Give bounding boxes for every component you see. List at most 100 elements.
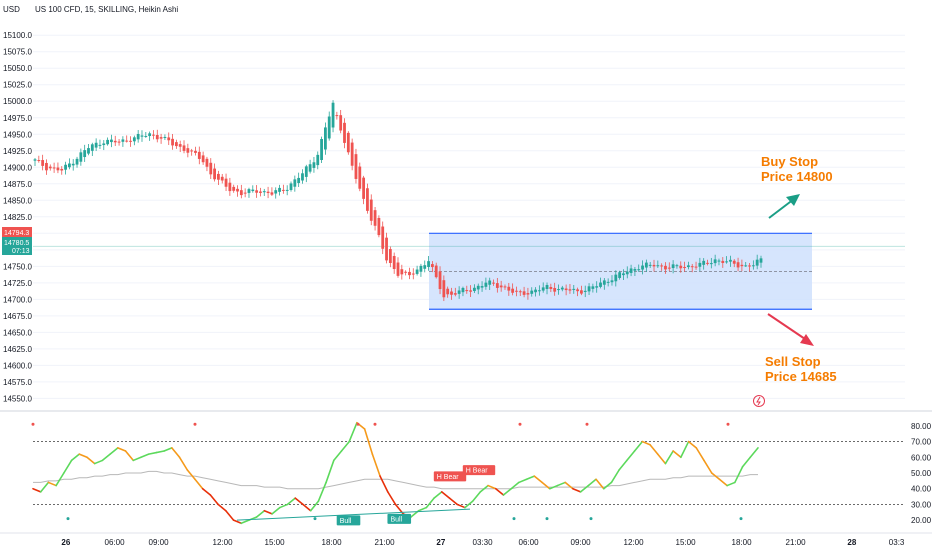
buy-stop-label: Buy Stop [761, 154, 818, 169]
candle-body [41, 160, 45, 166]
candle-body [331, 102, 335, 128]
oscillator-segment [494, 487, 505, 496]
flash-icon[interactable] [753, 395, 765, 407]
bull-dot [512, 517, 516, 521]
candle-body [545, 285, 549, 289]
oscillator-segment [448, 497, 459, 506]
candle-body [637, 269, 641, 271]
price-tick-label: 14875.0 [3, 180, 32, 189]
candle-body [518, 291, 522, 293]
candle-body [159, 137, 163, 139]
oscillator-segment [340, 440, 351, 452]
candle-body [327, 116, 331, 139]
candle-body [121, 139, 125, 142]
candle-body [610, 280, 614, 283]
candle-body [354, 154, 358, 179]
price-tick-label: 14625.0 [3, 345, 32, 354]
oscillator-tick-label: 80.00 [911, 422, 932, 431]
candle-body [201, 155, 205, 163]
candle-body [262, 191, 266, 193]
candle-body [553, 287, 557, 292]
candle-body [385, 237, 388, 261]
candle-body [56, 167, 60, 171]
oscillator-segment [618, 459, 628, 471]
sell-stop-price-label: Price 14685 [765, 369, 837, 384]
candle-body [171, 138, 174, 146]
oscillator-segment [595, 478, 605, 490]
candle-body [656, 265, 660, 267]
candle-body [117, 141, 121, 143]
oscillator-segment [209, 494, 219, 506]
price-tick-label: 14750.0 [3, 262, 32, 271]
candle-body [83, 150, 87, 158]
candle-body [679, 265, 683, 269]
oscillator-segment [726, 481, 736, 487]
candle-body [450, 291, 453, 295]
candle-body [87, 148, 90, 154]
candle-body [583, 290, 587, 292]
candle-body [759, 258, 763, 263]
oscillator-segment [132, 456, 142, 462]
candle-body [270, 192, 274, 195]
candle-body [534, 289, 537, 293]
price-tick-label: 14950.0 [3, 130, 32, 139]
candle-body [683, 266, 686, 268]
candle-body [140, 135, 144, 137]
oscillator-segment [194, 478, 204, 490]
oscillator-segment [456, 503, 466, 509]
time-tick-label: 15:00 [676, 538, 697, 547]
candle-body [190, 150, 194, 152]
oscillator-segment [32, 487, 42, 493]
bull-dot [589, 517, 593, 521]
time-tick-label: 03:3 [889, 538, 905, 547]
oscillator-segment [379, 475, 389, 493]
oscillator-segment [178, 456, 189, 471]
oscillator-segment [101, 453, 111, 462]
oscillator-markers: Bull Bull H Bear H Bear [31, 422, 743, 526]
oscillator-segment [464, 500, 474, 509]
oscillator-segment [734, 465, 744, 484]
candle-body [480, 286, 484, 288]
price-tick-label: 14900.0 [3, 163, 32, 172]
oscillator-segment [656, 453, 667, 465]
signal-tag [387, 513, 412, 524]
time-tick-label: 28 [847, 538, 856, 547]
oscillator-segment [710, 472, 721, 481]
time-axis[interactable]: 26 06:00 09:00 12:00 15:00 18:00 21:00 27 03:30 0… [61, 538, 905, 547]
candle-body [404, 271, 408, 273]
candle-body [163, 136, 167, 138]
candle-body [90, 144, 94, 151]
candle-body [381, 226, 385, 249]
oscillator-segment [525, 475, 536, 481]
candle-body [239, 190, 243, 196]
candle-body [350, 142, 354, 166]
oscillator-segment [63, 459, 73, 474]
candle-body [236, 188, 239, 192]
oscillator-segment [109, 447, 119, 455]
oscillator-tick-label: 50.00 [911, 469, 932, 478]
time-tick-label: 27 [436, 538, 445, 547]
oscillator-segment [749, 447, 759, 459]
candle-body [522, 291, 526, 295]
bull-divergence-line [236, 508, 471, 521]
candle-body [358, 166, 362, 189]
candle-body [606, 281, 610, 283]
time-tick-label: 09:00 [149, 538, 170, 547]
bull-dot [313, 517, 317, 521]
oscillator-tick-label: 70.00 [911, 438, 932, 447]
oscillator-segment [302, 503, 312, 512]
candle-body [499, 285, 503, 288]
candle-body [308, 164, 312, 172]
price-tick-label: 15000.0 [3, 97, 32, 106]
oscillator-segment [47, 481, 57, 487]
candle-body [106, 139, 109, 145]
candle-body [515, 290, 518, 292]
candle-body [427, 261, 430, 267]
candle-body [434, 265, 438, 278]
time-tick-label: 21:00 [786, 538, 807, 547]
candle-body [148, 133, 152, 137]
signal-tag [462, 465, 496, 476]
candle-body [461, 287, 465, 293]
candle-body [492, 282, 495, 284]
